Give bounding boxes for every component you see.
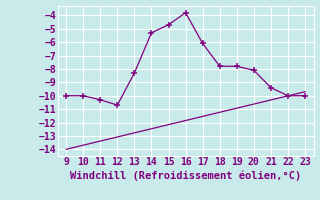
- X-axis label: Windchill (Refroidissement éolien,°C): Windchill (Refroidissement éolien,°C): [70, 170, 301, 181]
